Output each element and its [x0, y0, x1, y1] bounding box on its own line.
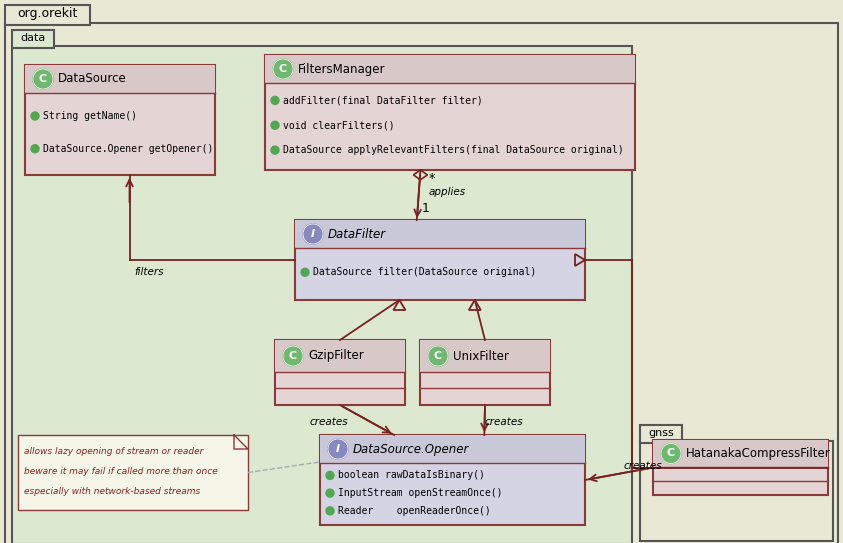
Text: C: C [289, 351, 297, 361]
Text: applies: applies [428, 187, 465, 197]
Text: allows lazy opening of stream or reader: allows lazy opening of stream or reader [24, 446, 203, 456]
Circle shape [271, 97, 279, 104]
Text: creates: creates [624, 461, 663, 471]
Text: HatanakaCompressFilter: HatanakaCompressFilter [686, 447, 830, 460]
Text: data: data [20, 33, 46, 43]
Text: C: C [667, 449, 675, 458]
Text: FiltersManager: FiltersManager [298, 62, 385, 75]
Text: I: I [311, 229, 315, 239]
Text: C: C [39, 74, 47, 84]
Text: DataSource filter(DataSource original): DataSource filter(DataSource original) [313, 267, 536, 277]
Text: boolean rawDataIsBinary(): boolean rawDataIsBinary() [338, 470, 485, 481]
Bar [295, 220, 585, 300]
Text: especially with network-based streams: especially with network-based streams [24, 487, 201, 496]
Text: DataSource: DataSource [58, 73, 126, 85]
Text: filters: filters [135, 267, 164, 277]
Circle shape [326, 471, 334, 479]
Circle shape [271, 121, 279, 129]
Circle shape [428, 346, 448, 366]
Text: Reader    openReaderOnce(): Reader openReaderOnce() [338, 506, 491, 516]
Circle shape [326, 507, 334, 515]
Text: DataFilter: DataFilter [328, 228, 386, 241]
Bar [25, 65, 215, 175]
Circle shape [661, 444, 681, 464]
Text: C: C [279, 64, 287, 74]
Bar [320, 435, 585, 463]
Bar [653, 440, 828, 495]
Circle shape [33, 69, 53, 89]
Text: beware it may fail if called more than once: beware it may fail if called more than o… [24, 466, 217, 476]
Text: String getName(): String getName() [43, 111, 137, 121]
Circle shape [283, 346, 303, 366]
Text: InputStream openStreamOnce(): InputStream openStreamOnce() [338, 488, 502, 498]
Circle shape [301, 268, 309, 276]
Bar [265, 55, 635, 83]
Text: gnss: gnss [648, 428, 674, 438]
Bar [265, 55, 635, 170]
Bar [5, 5, 90, 25]
Bar [653, 440, 828, 467]
Bar [18, 435, 248, 510]
Text: void clearFilters(): void clearFilters() [283, 120, 395, 130]
Bar [420, 340, 550, 405]
Text: 1: 1 [422, 202, 430, 215]
Text: C: C [434, 351, 442, 361]
Text: DataSource.Opener getOpener(): DataSource.Opener getOpener() [43, 144, 213, 154]
Text: DataSource.Opener: DataSource.Opener [353, 443, 470, 456]
Circle shape [303, 224, 323, 244]
Circle shape [326, 489, 334, 497]
Circle shape [31, 112, 39, 120]
Circle shape [273, 59, 293, 79]
Text: creates: creates [310, 417, 349, 427]
Text: UnixFilter: UnixFilter [453, 350, 509, 363]
Text: creates: creates [485, 417, 524, 427]
Bar [12, 30, 54, 48]
Text: DataSource applyRelevantFilters(final DataSource original): DataSource applyRelevantFilters(final Da… [283, 145, 624, 155]
Text: org.orekit: org.orekit [18, 8, 78, 21]
Circle shape [328, 439, 348, 459]
Bar [12, 46, 632, 543]
Text: addFilter(final DataFilter filter): addFilter(final DataFilter filter) [283, 96, 483, 105]
Text: GzipFilter: GzipFilter [308, 350, 363, 363]
Bar [420, 340, 550, 372]
Bar [320, 435, 585, 525]
Circle shape [31, 145, 39, 153]
Text: *: * [428, 172, 435, 185]
Bar [295, 220, 585, 248]
Bar [275, 340, 405, 405]
Circle shape [271, 146, 279, 154]
Bar [640, 441, 833, 541]
Bar [640, 425, 682, 443]
Bar [275, 340, 405, 372]
Bar [25, 65, 215, 93]
Text: I: I [336, 444, 340, 454]
